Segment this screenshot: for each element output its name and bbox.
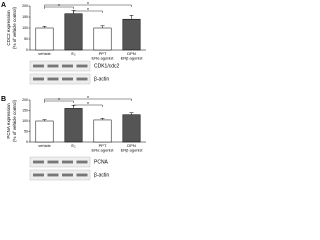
blot-label: β-actin	[94, 172, 109, 178]
blot-band	[62, 64, 73, 68]
x-tick-label: ERβ agonist	[121, 148, 144, 153]
bar	[64, 108, 83, 143]
blot-band	[62, 173, 73, 177]
y-tick-label: 150	[22, 108, 28, 112]
bar	[35, 27, 54, 51]
y-tick-label: 100	[22, 119, 28, 123]
significance-star: *	[87, 2, 89, 8]
significance-star: *	[87, 102, 89, 108]
y-tick-label: 150	[22, 15, 28, 19]
significance-bracket	[44, 6, 74, 9]
bar	[122, 18, 141, 51]
x-tick-label: ERα agonist	[92, 56, 115, 61]
x-tick-label: PPT	[99, 143, 107, 148]
significance-star: *	[58, 98, 60, 104]
blot-band	[76, 77, 88, 81]
x-tick-label: PPT	[99, 51, 107, 56]
blot-band	[47, 160, 59, 164]
significance-bracket	[44, 100, 74, 103]
x-tick-label: ERβ agonist	[121, 56, 144, 61]
y-tick-label: 100	[22, 26, 28, 30]
blot-band	[62, 160, 73, 164]
blot-band	[47, 173, 59, 177]
blot-band	[33, 160, 44, 164]
y-tick-label: 0	[26, 140, 28, 144]
blot-band	[47, 64, 59, 68]
significance-bracket	[44, 4, 132, 7]
x-tick-label: vehicle	[38, 51, 51, 56]
bar	[122, 114, 141, 143]
blot-background	[29, 73, 91, 85]
x-tick-label: E₂	[71, 143, 76, 148]
y-tick-label: 200	[22, 4, 28, 8]
panel-letter: B	[1, 96, 6, 103]
x-tick-label: ERα agonist	[92, 148, 115, 153]
y-axis-label: (% of vehicle control)	[12, 6, 17, 49]
y-axis-label: (% of vehicle control)	[12, 99, 17, 142]
significance-bracket	[73, 10, 103, 13]
blot-label: CDK1/cdc2	[94, 63, 120, 69]
bar	[64, 13, 83, 51]
bar	[93, 119, 112, 143]
blot-label: β-actin	[94, 76, 109, 82]
blot-label: PCNA	[94, 159, 109, 165]
blot-band	[76, 173, 88, 177]
blot-band	[76, 64, 88, 68]
x-tick-label: vehicle	[38, 143, 51, 148]
blot-background	[29, 169, 91, 181]
bar	[35, 120, 54, 143]
blot-band	[47, 77, 59, 81]
y-tick-label: 50	[24, 37, 28, 41]
y-axis-label: CDC2 expression	[6, 10, 11, 46]
x-tick-label: E₂	[71, 51, 76, 56]
bar	[93, 27, 112, 51]
y-tick-label: 0	[26, 48, 28, 52]
panel-letter: A	[1, 2, 6, 9]
y-axis-label: PCNA expression	[6, 103, 11, 139]
blot-background	[29, 60, 91, 72]
significance-star: *	[87, 8, 89, 14]
blot-band	[62, 77, 73, 81]
x-tick-label: DPN	[127, 51, 136, 56]
blot-band	[33, 64, 44, 68]
blot-band	[33, 77, 44, 81]
significance-star: *	[87, 96, 89, 102]
blot-background	[29, 156, 91, 168]
y-tick-label: 200	[22, 98, 28, 102]
x-tick-label: DPN	[127, 143, 136, 148]
y-tick-label: 50	[24, 129, 28, 133]
blot-band	[33, 173, 44, 177]
significance-bracket	[73, 104, 103, 107]
blot-band	[76, 160, 88, 164]
significance-bracket	[44, 98, 132, 101]
significance-star: *	[58, 4, 60, 10]
